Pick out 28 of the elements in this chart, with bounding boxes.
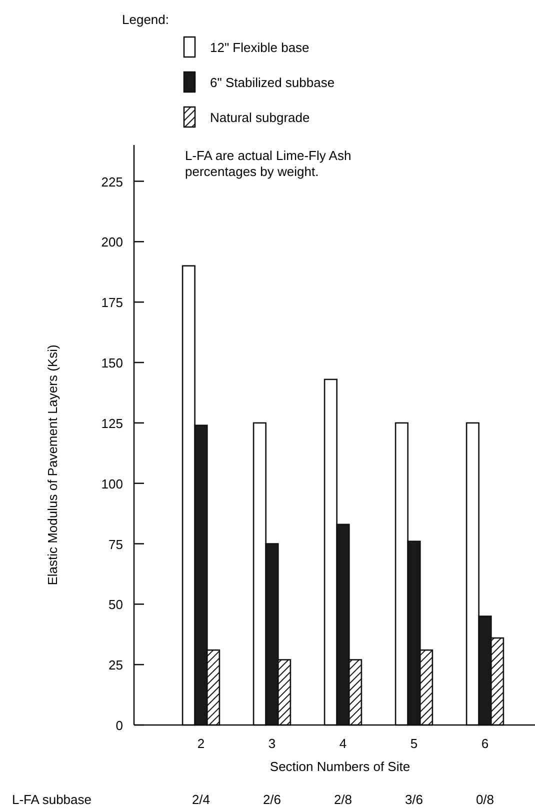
x-tick-label: 3 bbox=[268, 736, 276, 751]
text: 3/6 bbox=[404, 792, 424, 807]
y-tick-label: 150 bbox=[101, 356, 123, 370]
text: L-FA subbase bbox=[12, 792, 92, 807]
y-tick-label: 75 bbox=[108, 536, 123, 552]
legend-label: 6" Stabilized subbase bbox=[210, 75, 335, 90]
legend-label: 12" Flexible base bbox=[210, 40, 310, 55]
legend-title: Legend: bbox=[122, 12, 169, 27]
x-tick-label: 4 bbox=[339, 736, 347, 751]
x-tick-label: 2 bbox=[197, 736, 205, 751]
y-tick-label: 25 bbox=[108, 658, 123, 673]
text: 2/8 bbox=[334, 792, 352, 807]
y-tick-label: 225 bbox=[101, 174, 123, 190]
annotation: L-FA are actual Lime-Fly Ash percentages by weight. bbox=[185, 148, 352, 179]
y-tick-label: 100 bbox=[101, 476, 123, 492]
y-tick-label: 50 bbox=[108, 597, 123, 612]
y-tick-label: 125 bbox=[101, 416, 123, 431]
y-tick-label: 0 bbox=[116, 718, 123, 733]
y-tick-label: 200 bbox=[101, 234, 123, 250]
x-tick-label: 6 bbox=[481, 736, 489, 751]
text: 2/4 bbox=[192, 792, 210, 807]
x-axis-title: Section Numbers of Site bbox=[270, 759, 410, 774]
y-tick-label: 175 bbox=[101, 295, 123, 310]
x-tick-label: 5 bbox=[410, 736, 418, 751]
y-axis-title: Elastic Modulus of Pavement Layers (Ksi) bbox=[45, 344, 60, 586]
legend-label: Natural subgrade bbox=[210, 110, 310, 125]
text: 0/8 bbox=[476, 792, 494, 807]
text: 2/6 bbox=[262, 792, 282, 807]
